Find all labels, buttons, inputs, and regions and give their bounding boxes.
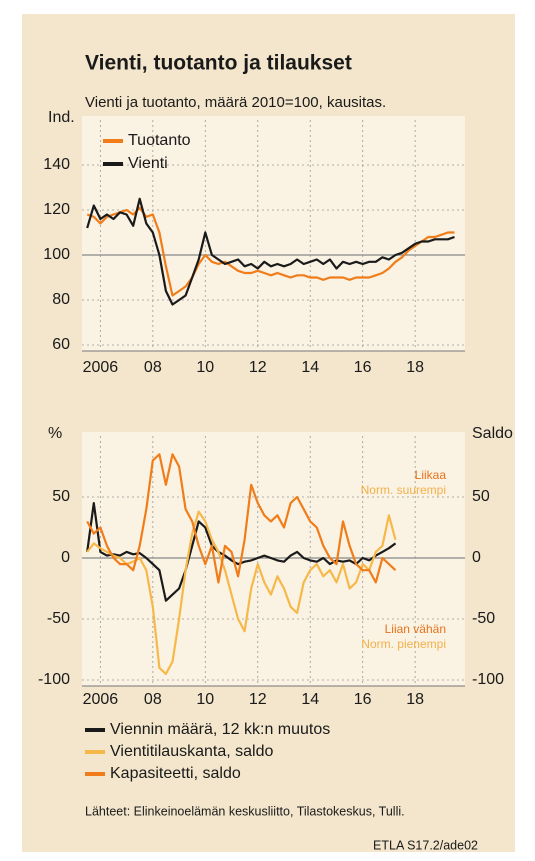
y-tick-label: 0 xyxy=(61,549,70,566)
annotation: Norm. suurempi xyxy=(361,483,446,497)
legend-label: Vienti xyxy=(128,155,168,172)
x-tick-label: 16 xyxy=(354,359,372,376)
x-tick-label: 18 xyxy=(406,359,424,376)
y2-tick-label: 0 xyxy=(472,549,481,566)
chart-subtitle: Vienti ja tuotanto, määrä 2010=100, kaus… xyxy=(85,94,386,111)
annotation: Norm. pienempi xyxy=(361,637,446,651)
y-tick-label: 120 xyxy=(43,201,70,218)
y-tick-label: -50 xyxy=(47,610,70,627)
y-tick-label: 100 xyxy=(43,246,70,263)
y-tick-label: -100 xyxy=(38,671,70,688)
chart-title: Vienti, tuotanto ja tilaukset xyxy=(85,52,352,75)
y2-axis-label: Saldo xyxy=(472,425,513,442)
legend-label: Tuotanto xyxy=(128,132,191,149)
source: Lähteet: Elinkeinoelämän keskusliitto, T… xyxy=(85,804,405,818)
series-line xyxy=(86,510,397,675)
x-tick-label: 08 xyxy=(144,691,162,708)
y2-tick-label: -100 xyxy=(472,671,504,688)
y-axis-label: % xyxy=(48,425,62,442)
x-tick-label: 10 xyxy=(196,359,214,376)
y-tick-label: 80 xyxy=(52,291,70,308)
annotation: Liikaa xyxy=(415,468,447,482)
y-tick-label: 50 xyxy=(52,488,70,505)
credit: ETLA S17.2/ade02 xyxy=(373,838,478,852)
legend-label: Kapasiteetti, saldo xyxy=(110,765,241,782)
y2-tick-label: -50 xyxy=(472,610,495,627)
annotation: Liian vähän xyxy=(385,622,446,636)
y-tick-label: 60 xyxy=(52,336,70,353)
x-tick-label: 16 xyxy=(354,691,372,708)
x-tick-label: 14 xyxy=(301,359,319,376)
y2-tick-label: 50 xyxy=(472,488,490,505)
x-tick-label: 10 xyxy=(196,691,214,708)
y-tick-label: 140 xyxy=(43,156,70,173)
series-line xyxy=(86,197,455,306)
x-tick-label: 08 xyxy=(144,359,162,376)
x-tick-label: 14 xyxy=(301,691,319,708)
x-tick-label: 18 xyxy=(406,691,424,708)
x-tick-label: 2006 xyxy=(83,691,119,708)
series-line xyxy=(86,206,455,297)
y-axis-label: Ind. xyxy=(48,109,75,126)
legend-label: Vientitilauskanta, saldo xyxy=(110,743,273,760)
x-tick-label: 2006 xyxy=(83,359,119,376)
x-tick-label: 12 xyxy=(249,359,267,376)
series-line xyxy=(86,453,397,584)
x-tick-label: 12 xyxy=(249,691,267,708)
plot-area xyxy=(82,116,465,351)
legend-label: Viennin määrä, 12 kk:n muutos xyxy=(110,721,330,738)
